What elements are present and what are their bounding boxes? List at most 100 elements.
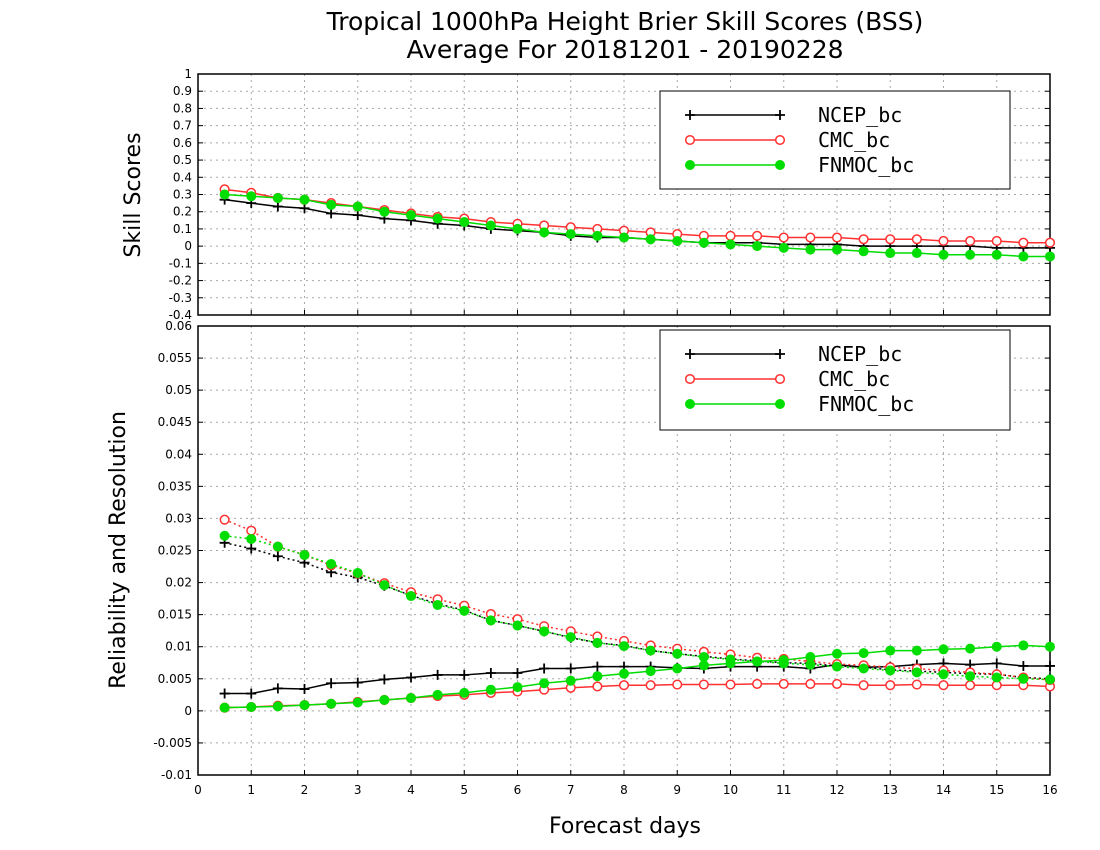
top-series-ncep-bc-solid	[219, 194, 1055, 253]
bottom-data-point	[991, 658, 1002, 669]
bottom-data-point	[725, 654, 736, 665]
top-legend-marker	[685, 110, 695, 120]
bottom-data-point	[565, 663, 576, 674]
top-legend-label: FNMOC_bc	[818, 153, 914, 177]
top-y-tick-label: 0.6	[173, 136, 192, 150]
top-data-point	[805, 232, 816, 243]
top-y-tick-label: 0.1	[173, 222, 192, 236]
top-y-tick-label: 1	[184, 67, 192, 81]
top-plot-frame	[197, 73, 1051, 316]
chart-title: Tropical 1000hPa Height Brier Skill Scor…	[326, 7, 924, 36]
bottom-y-tick-label: 0	[184, 704, 192, 718]
bottom-data-point	[246, 702, 257, 713]
bottom-data-point	[299, 549, 310, 560]
bottom-data-point	[459, 687, 470, 698]
top-series-line	[224, 188, 1050, 244]
bottom-data-point	[246, 533, 257, 544]
bottom-data-point	[911, 679, 922, 690]
bottom-data-point	[406, 591, 416, 602]
top-legend-marker	[685, 160, 695, 170]
bottom-data-point	[991, 672, 1002, 683]
bottom-data-point	[326, 698, 337, 709]
top-data-point	[645, 234, 656, 245]
bottom-series-line	[224, 519, 1051, 681]
bottom-legend-label: FNMOC_bc	[818, 392, 914, 416]
bottom-y-axis-label: Reliability and Resolution	[106, 411, 131, 689]
bottom-legend-marker	[775, 399, 785, 409]
top-data-point	[619, 232, 629, 243]
top-data-point	[539, 227, 550, 238]
top-y-tick-label: 0.5	[173, 153, 192, 167]
x-tick-label: 5	[460, 783, 468, 797]
bottom-data-point	[1045, 660, 1055, 671]
top-data-point	[965, 249, 976, 260]
bottom-data-point	[832, 648, 842, 659]
bottom-data-point	[565, 675, 576, 686]
top-data-point	[352, 201, 363, 212]
x-tick-label: 0	[194, 783, 202, 797]
x-tick-label: 1	[247, 783, 255, 797]
bottom-data-point	[618, 680, 630, 691]
bottom-data-point	[219, 530, 230, 541]
bottom-y-tick-label: 0.005	[158, 672, 192, 686]
bottom-data-point	[672, 679, 683, 690]
bottom-data-point	[672, 663, 683, 674]
top-legend-marker	[684, 134, 696, 146]
bottom-data-point	[858, 648, 869, 659]
bottom-series-line	[224, 644, 1051, 709]
bottom-data-point	[805, 678, 816, 689]
bottom-data-point	[672, 648, 683, 659]
top-legend-label: CMC_bc	[818, 128, 890, 152]
bottom-series-line	[224, 683, 1051, 709]
top-data-point	[1018, 251, 1029, 262]
top-legend-marker	[775, 160, 785, 170]
bottom-series-line	[224, 542, 1051, 680]
top-data-point	[698, 237, 709, 248]
bottom-series-cmc-bc-solid	[219, 678, 1056, 713]
top-data-point	[885, 234, 896, 245]
top-data-point	[299, 194, 310, 205]
bottom-y-tick-label: 0.05	[165, 383, 192, 397]
top-data-point	[352, 210, 363, 221]
top-data-point	[459, 217, 470, 228]
bottom-y-tick-label: 0.045	[158, 415, 192, 429]
x-tick-label: 14	[936, 783, 951, 797]
top-data-point	[326, 199, 337, 210]
bottom-data-point	[592, 671, 603, 682]
top-data-point	[379, 206, 390, 217]
top-data-point	[592, 230, 603, 241]
bottom-data-point	[725, 679, 736, 690]
top-data-point	[991, 235, 1002, 247]
bottom-legend-marker	[775, 349, 785, 359]
bottom-data-point	[698, 651, 709, 662]
bottom-data-point	[512, 682, 523, 693]
top-data-point	[805, 244, 816, 255]
bottom-data-point	[645, 680, 656, 691]
skill-score-panel: 1 0.9 0.8 0.7 0.6 0.5 0.4 0.3 0.2 0.1 0 -0.1 -0.2 -0.…	[169, 67, 1056, 322]
bottom-data-point	[752, 656, 763, 667]
top-y-tick-label: 0.4	[173, 170, 192, 184]
bottom-data-point	[539, 663, 550, 674]
bottom-legend-label: NCEP_bc	[818, 342, 902, 366]
top-series-line	[224, 193, 1050, 258]
bottom-data-point	[645, 666, 656, 677]
bottom-data-point	[299, 684, 310, 695]
bottom-data-point	[565, 632, 576, 643]
top-data-point	[858, 246, 869, 257]
top-data-point	[752, 241, 763, 252]
top-data-point	[512, 223, 523, 234]
top-y-tick-label: -0.4	[169, 308, 192, 322]
top-series-fnmoc-bc-solid	[219, 189, 1055, 262]
bottom-data-point	[246, 688, 257, 699]
top-data-point	[911, 248, 922, 259]
bottom-data-point	[619, 668, 629, 679]
bottom-data-point	[272, 541, 283, 552]
bottom-data-point	[938, 644, 949, 655]
bottom-legend-marker	[685, 349, 695, 359]
bottom-data-point	[406, 672, 416, 683]
top-data-point	[432, 213, 443, 224]
top-data-point	[991, 249, 1002, 260]
top-y-tick-label: 0.9	[173, 84, 192, 98]
bottom-data-point	[592, 661, 603, 672]
bottom-data-point	[539, 626, 550, 637]
